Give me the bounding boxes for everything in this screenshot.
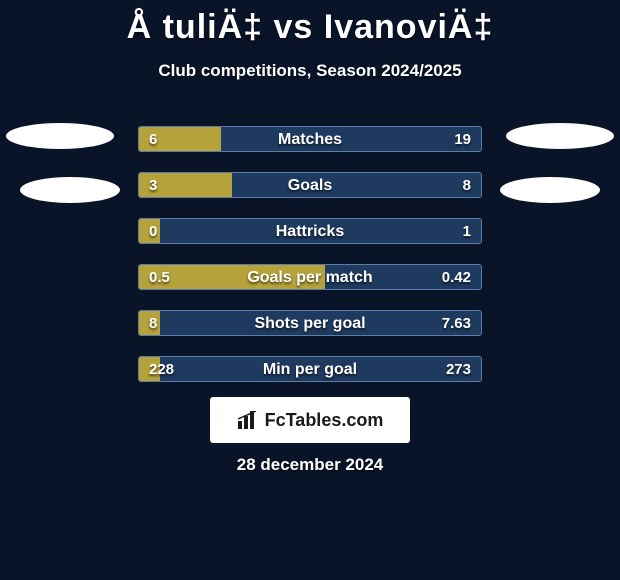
stat-row: 228273Min per goal bbox=[138, 356, 482, 382]
stat-label: Hattricks bbox=[139, 219, 481, 244]
stat-label: Matches bbox=[139, 127, 481, 152]
placeholder-ellipse-top-right bbox=[506, 123, 614, 149]
stat-row: 619Matches bbox=[138, 126, 482, 152]
stat-label: Goals bbox=[139, 173, 481, 198]
stat-row: 0.50.42Goals per match bbox=[138, 264, 482, 290]
stat-label: Shots per goal bbox=[139, 311, 481, 336]
bars-icon bbox=[237, 411, 259, 429]
page-title: Å tuliÄ‡ vs IvanoviÄ‡ bbox=[0, 0, 620, 47]
placeholder-ellipse-top-left bbox=[6, 123, 114, 149]
stat-row: 01Hattricks bbox=[138, 218, 482, 244]
subtitle: Club competitions, Season 2024/2025 bbox=[0, 61, 620, 81]
placeholder-ellipse-mid-right bbox=[500, 177, 600, 203]
stat-row: 87.63Shots per goal bbox=[138, 310, 482, 336]
comparison-bars: 619Matches 38Goals 01Hattricks 0.50.42Goals… bbox=[138, 126, 482, 402]
date-label: 28 december 2024 bbox=[0, 455, 620, 475]
stat-label: Min per goal bbox=[139, 357, 481, 382]
brand-name: FcTables.com bbox=[265, 410, 384, 431]
stat-row: 38Goals bbox=[138, 172, 482, 198]
stat-label: Goals per match bbox=[139, 265, 481, 290]
brand-logo[interactable]: FcTables.com bbox=[210, 397, 410, 443]
placeholder-ellipse-mid-left bbox=[20, 177, 120, 203]
